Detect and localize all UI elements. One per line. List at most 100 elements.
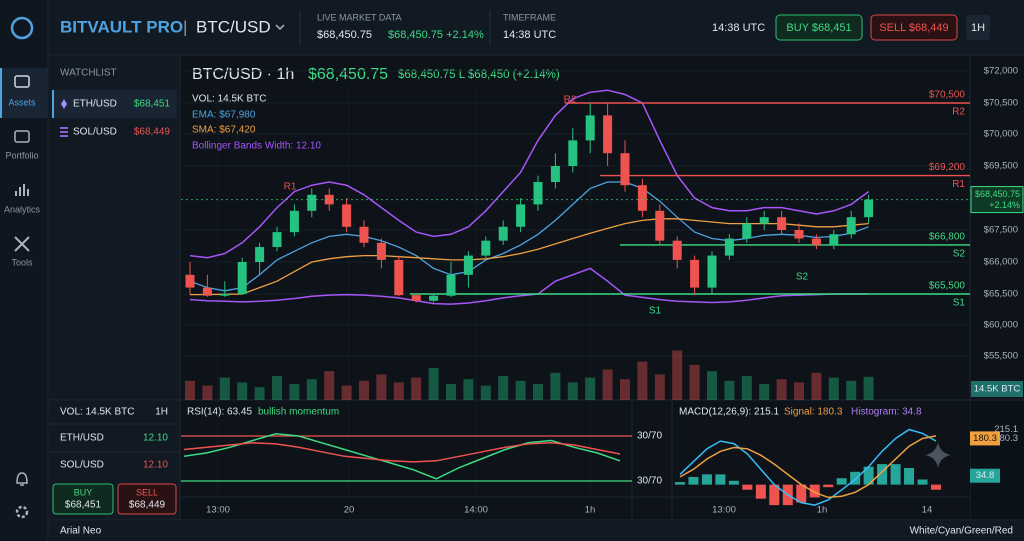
sol-icon	[60, 127, 68, 137]
candle-body	[672, 240, 682, 260]
histogram-bar	[755, 484, 766, 499]
candle-body	[585, 115, 595, 141]
candle-body	[185, 274, 195, 288]
bell-icon[interactable]	[16, 472, 28, 486]
volume-bar	[393, 382, 404, 400]
clock: 14:38 UTC	[712, 22, 765, 34]
y-tick-label: 180.3	[994, 433, 1018, 444]
volume-bar	[324, 371, 335, 400]
candle-body	[394, 259, 404, 296]
rsi-title: RSI(14): 63.45	[187, 407, 252, 418]
y-tick-label: $70,000	[984, 129, 1018, 140]
sell-price[interactable]: $68,449	[129, 500, 166, 511]
tools-icon[interactable]	[14, 236, 30, 252]
candle-body	[829, 234, 839, 245]
volume-bar	[759, 384, 770, 400]
nav-item[interactable]: Assets	[8, 97, 36, 107]
nav-indicator	[0, 68, 2, 118]
buy-label[interactable]: BUY	[74, 487, 93, 497]
histogram-tag	[970, 468, 1000, 483]
label: LIVE MARKET DATA	[317, 12, 402, 22]
buy-button-label[interactable]: BUY $68,451	[786, 22, 851, 34]
watchlist-pair[interactable]: ETH/USD	[73, 99, 117, 110]
price-axis	[970, 56, 1024, 400]
portfolio-icon[interactable]	[14, 130, 30, 143]
candle-body	[481, 240, 491, 256]
buy-button[interactable]	[52, 483, 114, 515]
timeframe: 14:38 UTC	[503, 29, 556, 41]
sparkle-icon	[925, 442, 951, 468]
macd-panel	[672, 401, 970, 520]
legend-volume: VOL: 14.5K BTC	[192, 94, 266, 105]
histogram-bar	[850, 471, 861, 485]
nav-item[interactable]: Tools	[11, 257, 33, 267]
candle-body	[724, 238, 734, 256]
level-annotation: R1	[284, 182, 297, 193]
y-tick-label: $70,500	[984, 98, 1018, 109]
summary-pair: ETH/USD	[60, 433, 104, 444]
price: $68,450.75	[317, 29, 372, 41]
volume-bar	[533, 384, 543, 400]
sell-button[interactable]	[870, 14, 958, 41]
candle-body	[411, 295, 421, 301]
candle-body	[359, 226, 369, 243]
candle-body	[237, 262, 247, 294]
level-annotation: S2	[796, 272, 809, 283]
volume-bar	[585, 377, 596, 400]
candle-body	[655, 210, 665, 241]
summary-value: 12.10	[143, 433, 168, 444]
candle-body	[376, 242, 386, 260]
sell-label[interactable]: SELL	[136, 487, 158, 497]
analytics-icon[interactable]	[15, 184, 29, 196]
buy-button[interactable]	[775, 14, 863, 41]
label: TIMEFRAME	[503, 12, 556, 22]
volume-bar	[863, 376, 874, 400]
volume-bar	[550, 372, 561, 400]
macd-title: MACD(12,26,9): 215.1	[679, 407, 779, 418]
overlay-line	[189, 218, 869, 296]
signal-tag-label: 180.3	[973, 433, 997, 444]
watchlist-row-active[interactable]	[52, 90, 177, 118]
summary-interval: 1H	[155, 407, 168, 418]
volume-bar	[411, 377, 422, 400]
sell-button-label[interactable]: SELL $68,449	[879, 22, 948, 34]
watchlist-pair[interactable]: SOL/USD	[73, 127, 117, 138]
histogram-bar	[675, 482, 685, 485]
histogram-bar	[836, 478, 847, 485]
assets-icon[interactable]	[14, 75, 30, 88]
y-tick-label: $66,000	[984, 257, 1018, 268]
nav-item[interactable]: Portfolio	[5, 150, 38, 160]
legend-item: EMA: $67,980	[192, 110, 256, 121]
interval-label[interactable]: 1H	[971, 22, 985, 34]
candle-body	[550, 166, 560, 182]
y-tick-label: $72,000	[984, 66, 1018, 77]
candle-body	[202, 287, 212, 296]
candle-body	[324, 194, 334, 205]
x-tick-label: 13:00	[206, 505, 230, 516]
volume-bar	[846, 380, 857, 400]
watchlist-price: $68,451	[134, 99, 171, 110]
level-label: R1	[952, 179, 965, 190]
interval-button[interactable]	[966, 15, 990, 40]
histogram-bar	[904, 467, 915, 485]
volume-bar	[741, 376, 752, 400]
candle-body	[289, 210, 299, 233]
buy-price[interactable]: $68,451	[65, 500, 102, 511]
watchlist-title: WATCHLIST	[60, 68, 117, 79]
sell-button[interactable]	[117, 483, 177, 515]
pair-selector[interactable]: BTC/USD	[196, 17, 271, 36]
change: $68,450.75 +2.14%	[388, 29, 484, 41]
candle-body	[498, 226, 508, 241]
x-tick-label: 20	[344, 505, 355, 516]
signal-line	[679, 435, 937, 499]
nav-item[interactable]: Analytics	[4, 204, 41, 214]
volume-bar	[724, 380, 735, 400]
chevron[interactable]	[275, 24, 285, 31]
settings-icon[interactable]	[15, 505, 29, 519]
candle-body	[794, 230, 804, 239]
volume-bar	[446, 384, 456, 400]
current-price-label: $68,450.75	[975, 189, 1020, 199]
volume-bar	[341, 385, 352, 400]
volume-tag-label: 14.5K BTC	[974, 384, 1021, 395]
